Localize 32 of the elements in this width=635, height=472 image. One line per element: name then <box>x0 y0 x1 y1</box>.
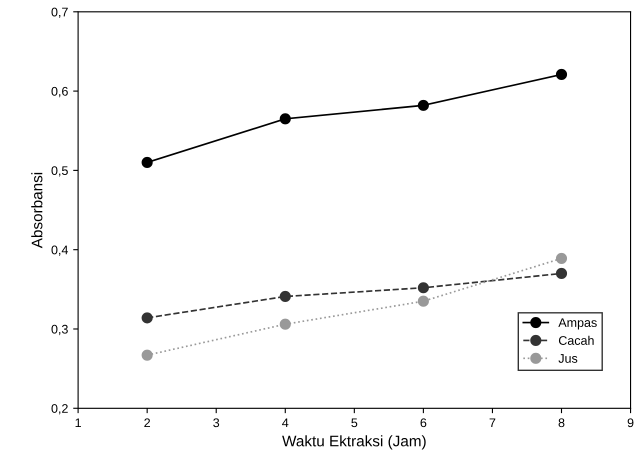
point <box>142 350 153 361</box>
point <box>556 68 568 80</box>
x-tick-label: 1 <box>76 418 81 428</box>
x-tick-label: 5 <box>351 418 358 428</box>
legend-label: Cacah <box>558 336 594 345</box>
y-tick-label: 0,4 <box>51 245 68 256</box>
x-tick-label: 3 <box>213 418 220 428</box>
point <box>280 113 291 124</box>
x-tick-label: 8 <box>558 418 564 428</box>
point <box>280 318 291 330</box>
y-tick-label: 0,6 <box>51 86 68 98</box>
y-tick-label: 0,2 <box>51 404 68 414</box>
legend-label: Ampas <box>558 318 597 330</box>
point <box>556 252 568 264</box>
x-tick-label: 6 <box>420 418 426 428</box>
y-tick-label: 0,3 <box>51 324 68 336</box>
y-tick-label: 0,5 <box>51 166 68 177</box>
x-axis-title: Waktu Ektraksi (Jam) <box>282 435 426 450</box>
point <box>418 100 429 111</box>
x-tick-label: 9 <box>628 418 634 428</box>
point <box>142 156 153 168</box>
point <box>280 290 291 302</box>
point <box>418 282 429 294</box>
y-axis-title: Absorbansi <box>31 172 42 248</box>
point <box>142 312 153 324</box>
y-tick-label: 0,7 <box>51 8 68 18</box>
legend-label: Jus <box>558 354 578 363</box>
x-tick-label: 7 <box>490 418 496 428</box>
point <box>556 268 568 280</box>
x-tick-label: 4 <box>282 418 288 428</box>
point <box>418 296 429 307</box>
x-tick-label: 2 <box>144 418 150 428</box>
